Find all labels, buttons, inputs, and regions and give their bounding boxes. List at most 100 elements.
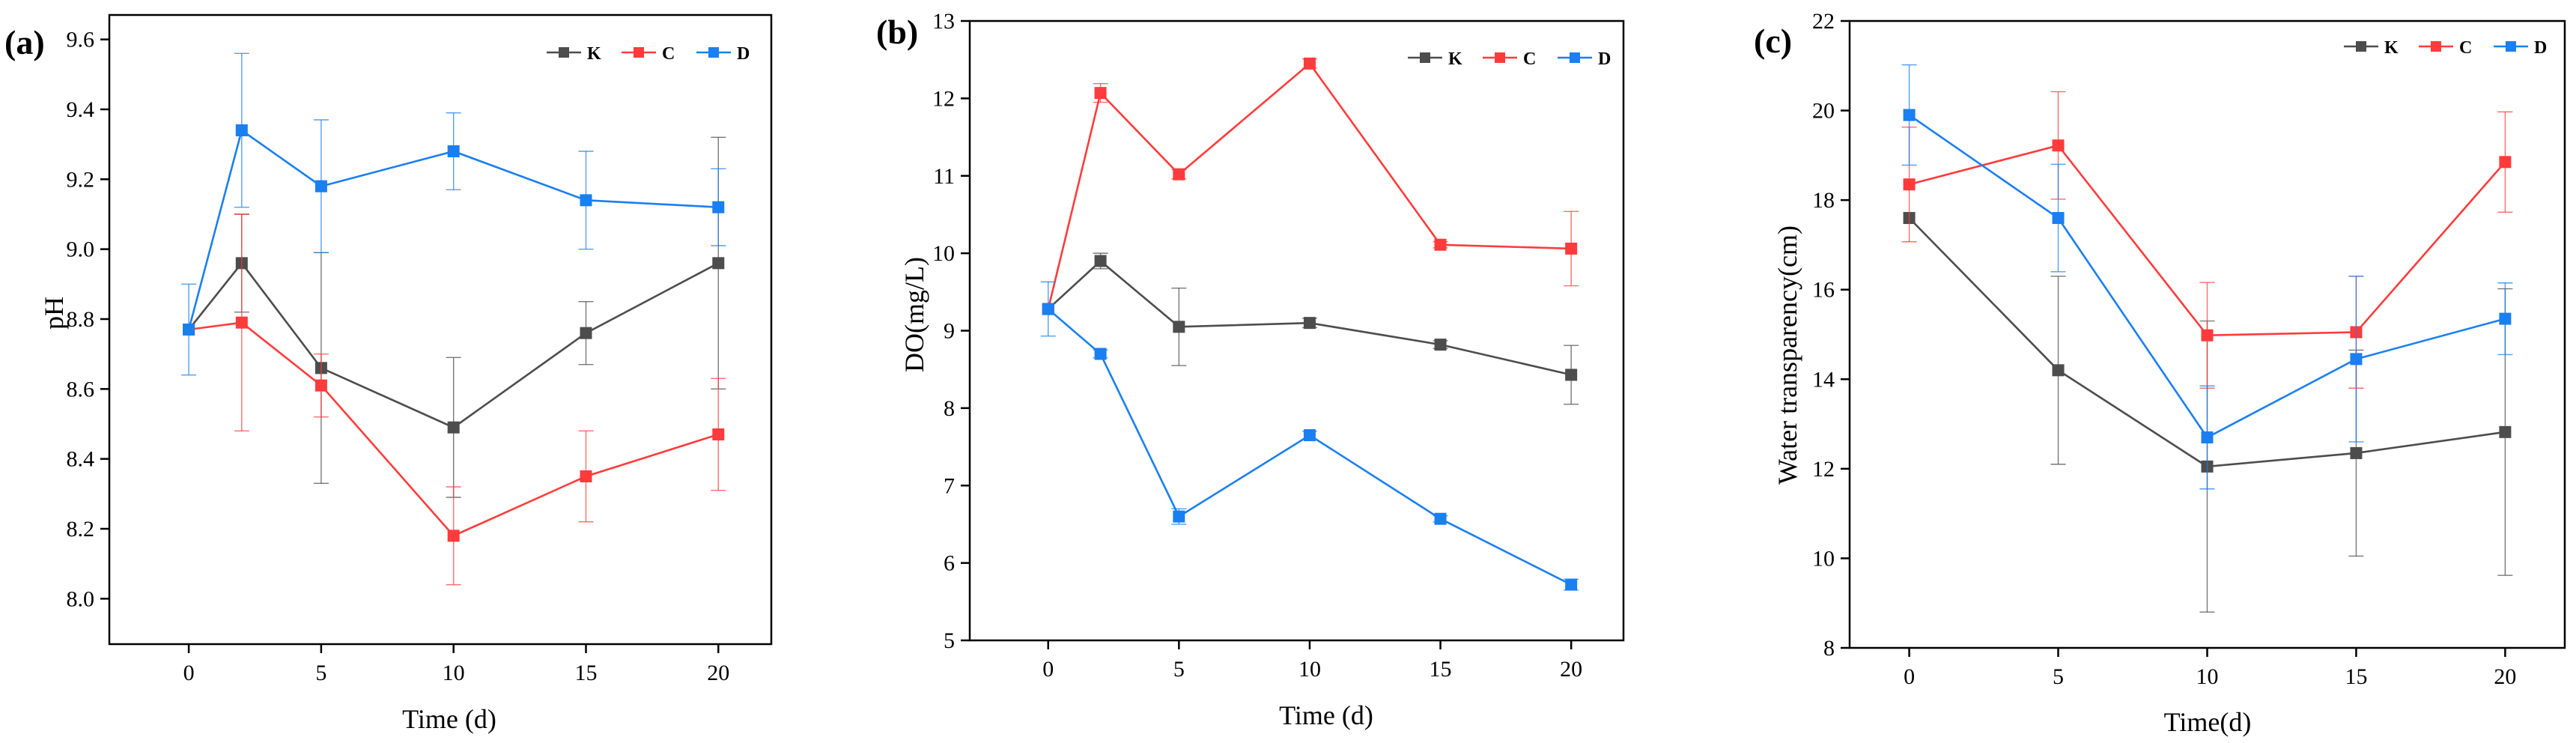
- panel-b-y-tick-label: 12: [932, 86, 955, 111]
- legend-k-label: K: [2384, 38, 2399, 58]
- series-c-line: [188, 321, 719, 537]
- series-d-point: [2350, 353, 2363, 366]
- panel-b-y-tick-label: 6: [944, 551, 955, 576]
- series-c-point: [2052, 139, 2065, 152]
- series-d-point: [2499, 312, 2512, 325]
- series-c-point: [1094, 87, 1107, 100]
- panel-a-x-tick-label: 15: [574, 661, 597, 685]
- panel-a-y-tick-label: 8.6: [67, 377, 95, 401]
- legend-d-label: D: [2534, 38, 2547, 58]
- panel-a-x-tick-label: 0: [183, 661, 195, 685]
- series-k-point: [2499, 425, 2512, 438]
- series-d-point: [1303, 429, 1316, 442]
- panel-a-y-tick-label: 8.0: [67, 586, 95, 611]
- series-d-point: [1042, 303, 1054, 315]
- panel-b-y-tick-label: 9: [944, 319, 955, 344]
- legend-d-label: D: [737, 44, 750, 64]
- series-k-point: [1094, 255, 1107, 267]
- panel-c-y-tick-label: 8: [1823, 636, 1835, 661]
- series-c-point: [712, 428, 725, 440]
- panel-b-y-tick-label: 13: [932, 9, 955, 34]
- panel-c-x-tick-label: 10: [2196, 664, 2219, 689]
- series-d-point: [447, 145, 460, 157]
- series-d-line: [1047, 308, 1572, 586]
- panel-a-y-tick-label: 9.0: [67, 237, 95, 262]
- panel-c-label: (c): [1754, 22, 1792, 60]
- series-k-line: [188, 261, 719, 429]
- series-c-point: [1903, 178, 1916, 191]
- panel-b-x-tick-label: 0: [1042, 657, 1054, 682]
- panel-c-y-tick-label: 18: [1812, 188, 1835, 213]
- panel-c-y-tick-label: 16: [1812, 278, 1835, 303]
- panel-a-y-tick-label: 8.8: [67, 307, 95, 332]
- series-d-point: [1565, 578, 1578, 591]
- series-d-point: [2052, 212, 2065, 225]
- panel-a-y-tick-label: 9.2: [67, 167, 95, 192]
- panel-c-y-tick-label: 12: [1812, 457, 1835, 482]
- legend-d-marker: [2506, 41, 2516, 52]
- series-k-point: [1434, 339, 1447, 351]
- series-c-point: [2201, 329, 2214, 342]
- series-d-point: [183, 324, 195, 336]
- panel-b-y-tick-label: 8: [944, 396, 955, 421]
- series-k-point: [1565, 369, 1578, 381]
- legend-k-marker: [559, 47, 569, 58]
- series-k-point: [1303, 317, 1316, 330]
- panel-a-label: (a): [4, 23, 45, 61]
- legend-k-label: K: [1448, 49, 1462, 69]
- legend-k-label: K: [587, 44, 601, 64]
- legend-d-marker: [708, 47, 719, 58]
- series-c-point: [235, 316, 248, 329]
- panel-b-y-tick-label: 10: [932, 241, 955, 266]
- panel-c-y-tick-label: 20: [1812, 99, 1835, 124]
- series-c-point: [1565, 242, 1578, 255]
- panel-b-y-tick-label: 7: [944, 473, 955, 498]
- panel-c-x-tick-label: 20: [2494, 664, 2516, 689]
- legend-k-marker: [2356, 41, 2366, 52]
- panel-a: (a) pH Time (d) 0 5 10 15 20 8.0 8.2 8.4 8.6 8.8 9…: [4, 13, 773, 734]
- panel-c-y-tick-label: 22: [1812, 9, 1835, 34]
- panel-a-plot-frame: [108, 13, 773, 646]
- legend-d-label: D: [1598, 49, 1611, 69]
- series-d-line: [187, 128, 719, 330]
- panel-b: (b) DO(mg/L) Time (d) 0 5 10 15 20 5 6 7 8 9 10 11 1…: [876, 9, 1625, 730]
- series-d-point: [1434, 512, 1447, 525]
- panel-b-label: (b): [876, 13, 918, 51]
- series-k-point: [712, 257, 725, 270]
- panel-b-x-tick-label: 20: [1560, 657, 1582, 682]
- legend-c-label: C: [662, 44, 675, 64]
- series-d-point: [315, 180, 327, 192]
- panel-a-x-axis-title: Time (d): [402, 704, 496, 734]
- series-c-point: [315, 379, 327, 392]
- series-c-point: [580, 470, 592, 482]
- series-d-point: [580, 194, 592, 207]
- legend-c-marker: [1495, 52, 1505, 63]
- panel-a-x-tick-label: 5: [315, 661, 326, 685]
- series-k-point: [2052, 364, 2065, 377]
- series-k-point: [447, 421, 460, 434]
- legend-d-marker: [1570, 52, 1580, 63]
- legend-c-label: C: [1523, 49, 1536, 69]
- series-k-line: [1047, 259, 1572, 376]
- series-k-point: [1173, 321, 1185, 333]
- series-d-point: [2201, 431, 2214, 444]
- panel-c-x-tick-label: 15: [2345, 664, 2367, 689]
- series-c-point: [1173, 168, 1185, 181]
- panel-a-x-tick-label: 20: [707, 661, 729, 685]
- series-k-point: [580, 327, 592, 339]
- series-k-point: [2350, 446, 2363, 459]
- series-c-point: [1434, 238, 1447, 251]
- panel-b-x-axis-title: Time (d): [1279, 700, 1373, 730]
- legend-c-label: C: [2459, 38, 2472, 58]
- series-c-line: [1047, 62, 1572, 309]
- panel-b-x-tick-label: 5: [1173, 657, 1185, 682]
- panel-a-x-tick-label: 10: [443, 661, 465, 685]
- panel-a-y-tick-label: 9.6: [67, 28, 95, 52]
- panel-a-y-tick-label: 8.2: [67, 517, 95, 542]
- panel-c-y-axis-title: Water transparency(cm): [1772, 225, 1802, 485]
- series-c-point: [2499, 156, 2512, 169]
- panel-a-y-axis-title: pH: [39, 297, 69, 330]
- panel-b-x-tick-label: 15: [1430, 657, 1452, 682]
- panel-a-y-tick-label: 9.4: [67, 97, 95, 122]
